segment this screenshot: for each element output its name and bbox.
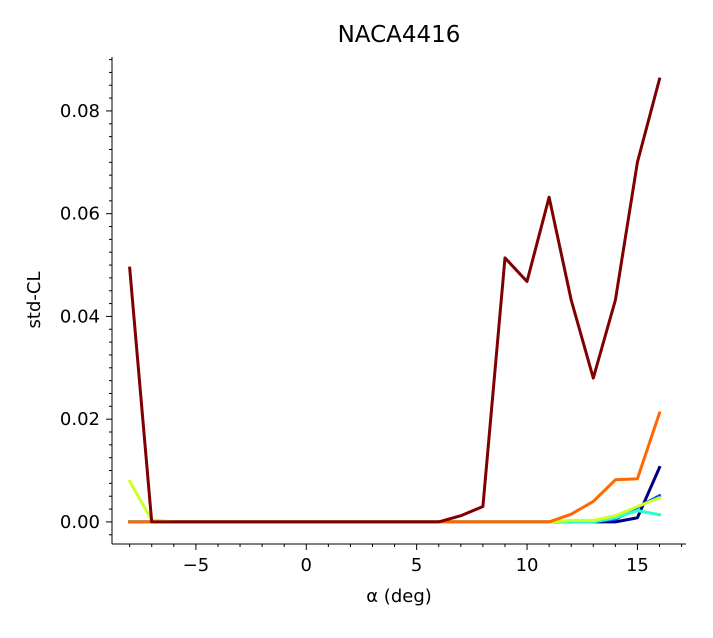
y-tick-label: 0.04 (60, 306, 100, 327)
x-axis-label: α (deg) (366, 586, 432, 607)
y-axis-label: std-CL (24, 272, 45, 329)
x-tick-label: 5 (411, 555, 422, 576)
x-tick-label: 10 (516, 555, 539, 576)
series-line-5 (128, 411, 662, 524)
y-tick-label: 0.08 (60, 101, 100, 122)
y-ticks: 0.00 0.02 0.04 0.06 0.08 (60, 59, 112, 536)
series-line-4 (127, 479, 662, 524)
y-tick-label: 0.02 (60, 409, 100, 430)
y-tick-label: 0.00 (60, 512, 100, 533)
chart-title: NACA4416 (338, 22, 461, 48)
series-lines (127, 77, 662, 524)
x-ticks: −5 0 5 10 15 (129, 544, 683, 576)
x-tick-label: −5 (183, 555, 210, 576)
series-line-1 (128, 465, 662, 524)
y-tick-label: 0.06 (60, 204, 100, 225)
x-tick-label: 0 (301, 555, 312, 576)
x-tick-label: 15 (626, 555, 649, 576)
series-line-6 (128, 77, 662, 524)
